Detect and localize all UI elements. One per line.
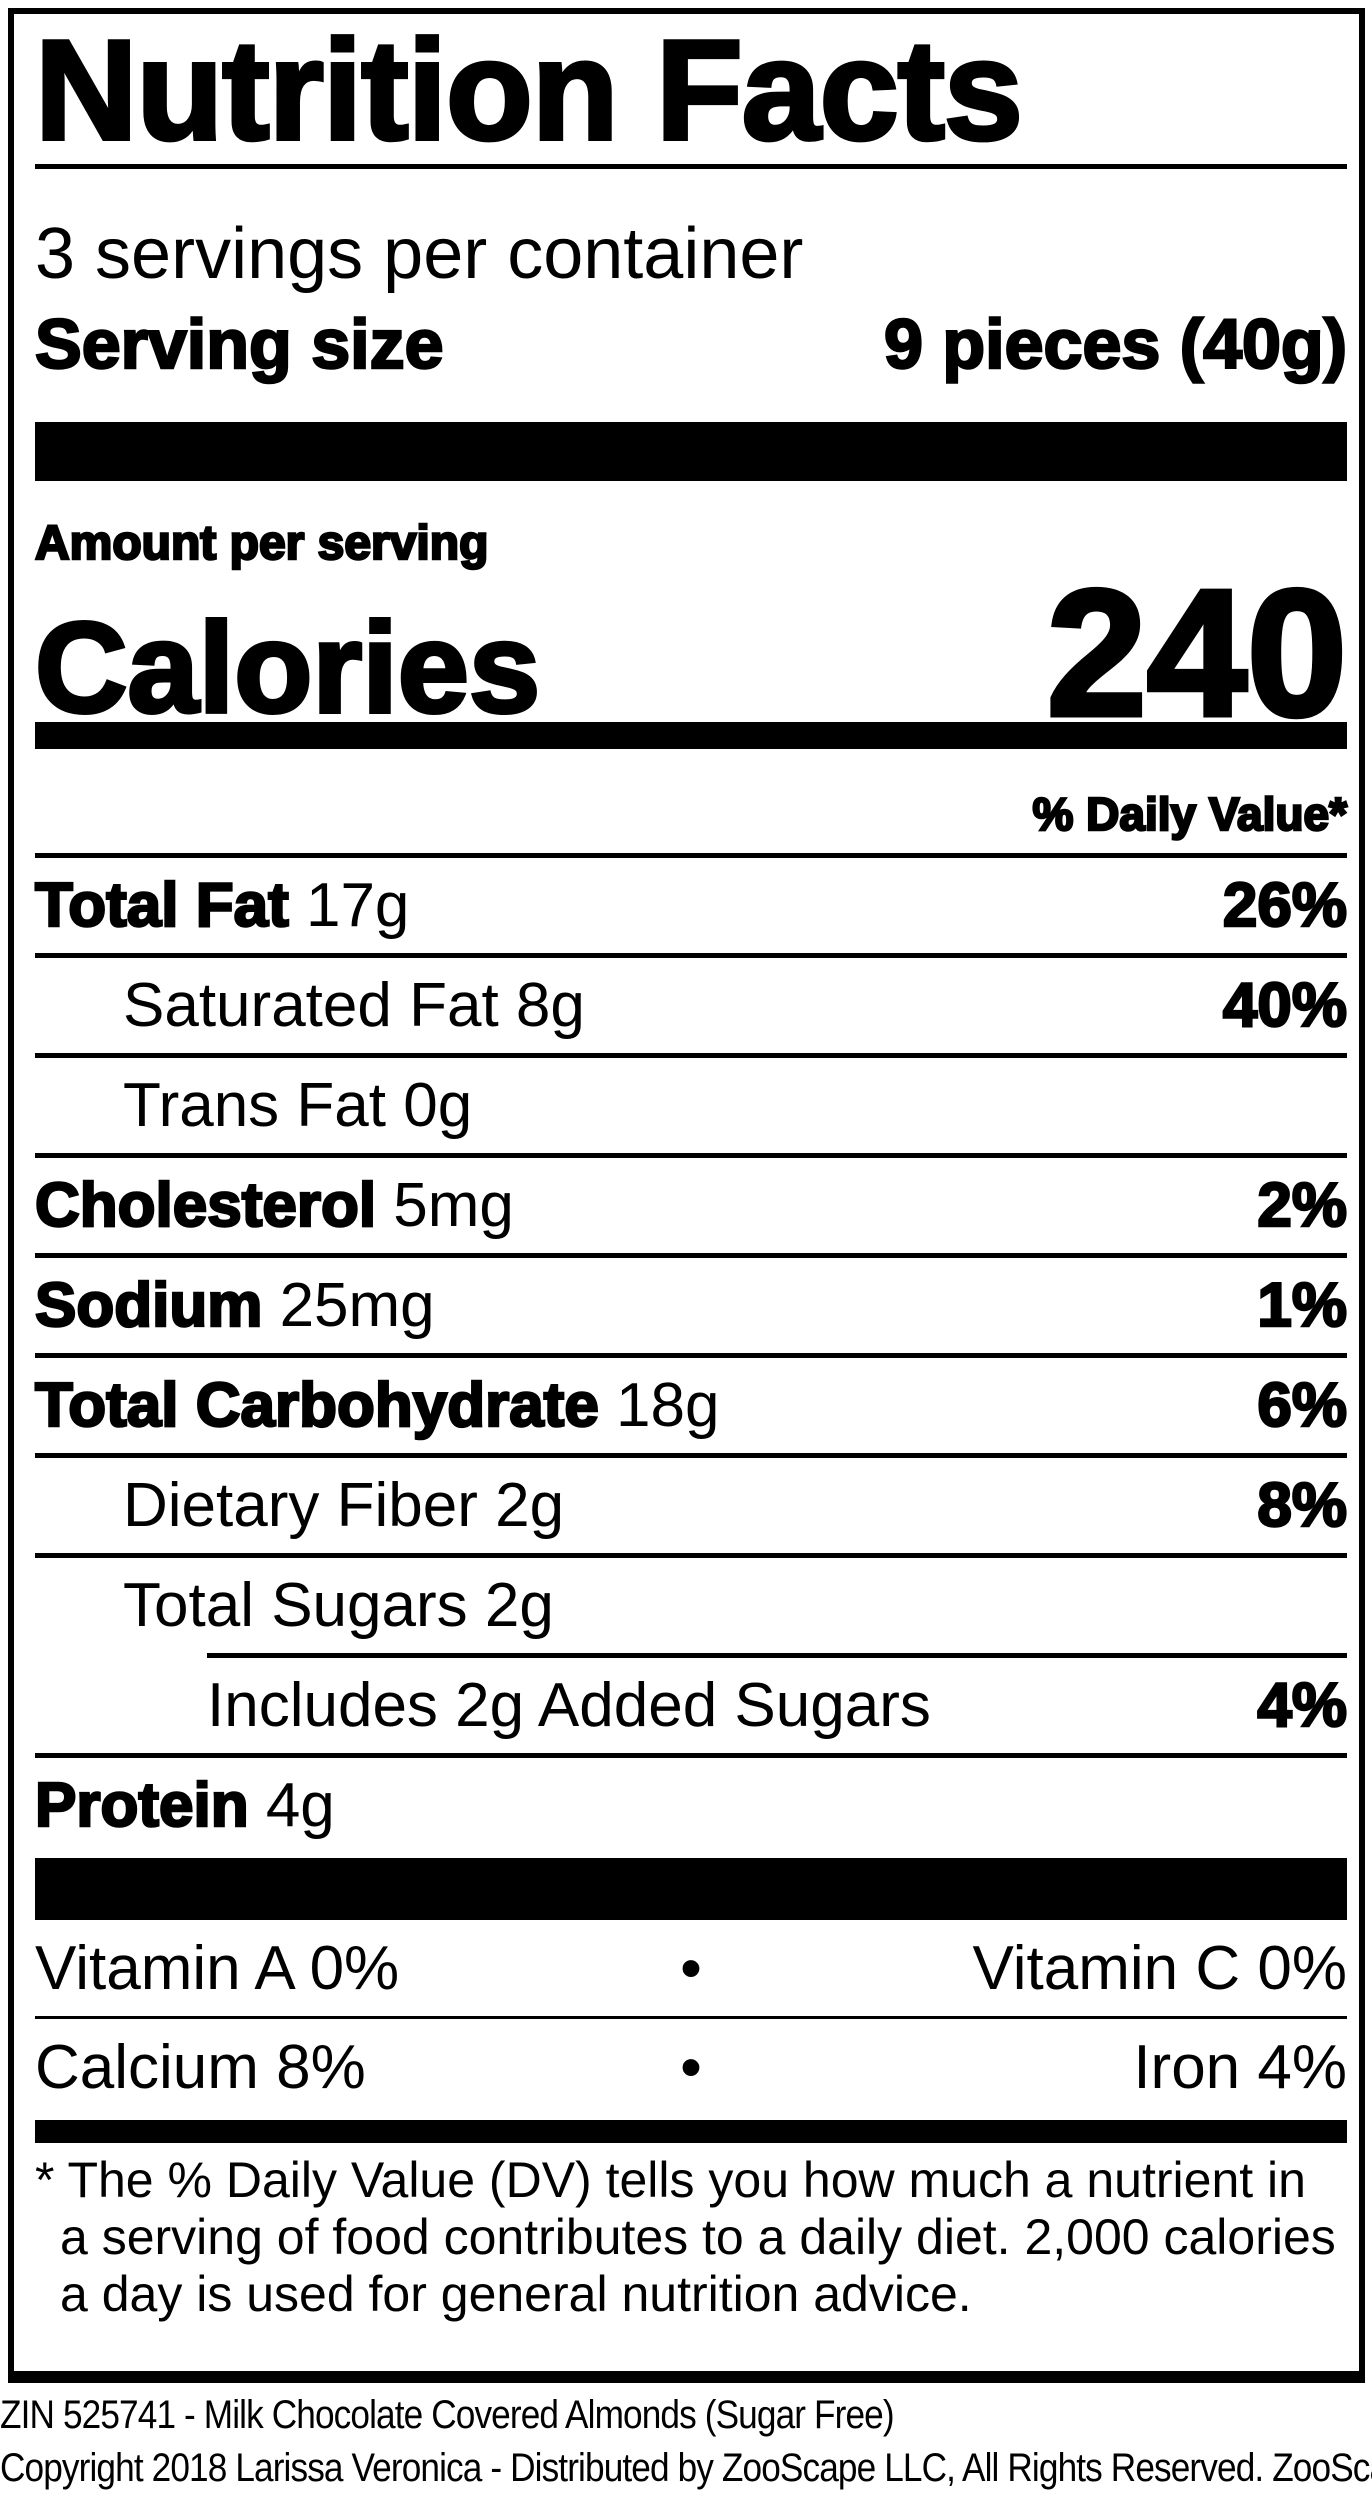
serving-size: Serving size 9 pieces (40g): [34, 304, 1349, 385]
calories: Calories 240: [33, 553, 1350, 754]
nutrient-row: Protein 4g: [34, 1753, 1347, 1853]
nutrient-row: Dietary Fiber 2g 8%: [35, 1453, 1348, 1553]
amount-per-serving: Amount per serving: [34, 516, 490, 572]
daily-value-header: % Daily Value*: [1031, 787, 1348, 842]
copyright-line: Copyright 2018 Larissa Veronica - Distri…: [0, 2446, 1372, 2490]
calories-value: 240: [1044, 553, 1349, 754]
nutrient-list: Total Fat 17g 26% Saturated Fat 8g 40% Tra…: [14, 853, 1359, 1853]
nutrient-row: Total Carbohydrate 18g 6%: [34, 1353, 1348, 1453]
vitamin-row: Calcium 8% • Iron 4%: [35, 2032, 1347, 2102]
nutrient-row: Total Sugars 2g: [35, 1553, 1347, 1653]
product-id-line: ZIN 525741 - Milk Chocolate Covered Almo…: [0, 2393, 895, 2437]
vitamin-row: Vitamin A 0% • Vitamin C 0%: [35, 1933, 1347, 2003]
serving-size-label: Serving size: [34, 304, 445, 385]
medium-divider: [35, 2120, 1347, 2143]
divider: [35, 164, 1347, 169]
medium-divider: [35, 722, 1347, 749]
nutrient-row: Includes 2g Added Sugars 4%: [35, 1653, 1348, 1753]
nutrient-row: Sodium 25mg 1%: [34, 1253, 1348, 1353]
nutrient-row: Trans Fat 0g: [35, 1053, 1347, 1153]
serving-size-value: 9 pieces (40g): [883, 304, 1349, 385]
divider: [35, 2016, 1347, 2019]
footnote: * The % Daily Value (DV) tells you how m…: [35, 2152, 1336, 2322]
servings-per-container: 3 servings per container: [35, 214, 804, 294]
thick-divider: [35, 1858, 1347, 1920]
thick-divider: [35, 422, 1347, 481]
panel-title: Nutrition Facts: [33, 11, 1025, 170]
nutrient-row: Total Fat 17g 26%: [34, 853, 1348, 953]
nutrition-facts-panel: Nutrition Facts 3 servings per container…: [8, 8, 1365, 2383]
nutrient-row: Cholesterol 5mg 2%: [34, 1153, 1348, 1253]
calories-label: Calories: [33, 597, 542, 741]
nutrient-row: Saturated Fat 8g 40%: [35, 953, 1348, 1053]
